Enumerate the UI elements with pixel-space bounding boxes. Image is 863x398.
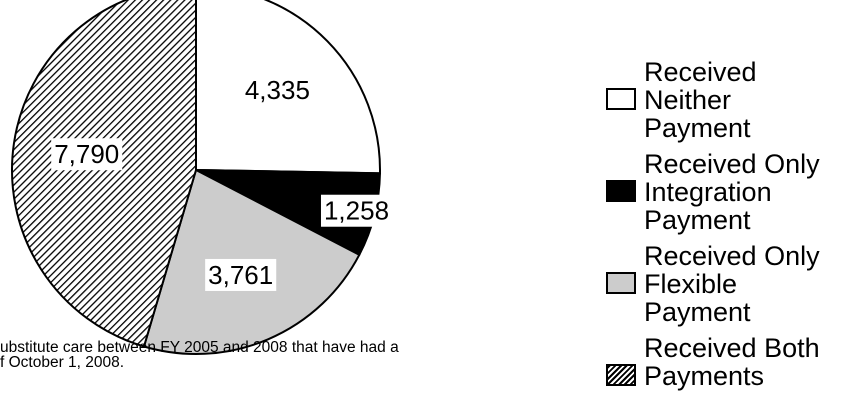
footnote-line: f October 1, 2008. (0, 354, 125, 370)
pie-chart: 4,335 1,258 3,761 7,790 (11, 0, 393, 355)
slice-label-background (320, 194, 393, 227)
legend-label-line: Payment (644, 113, 751, 143)
legend-label-line: Payments (644, 361, 765, 391)
legend-label-line: Integration (644, 177, 772, 207)
legend-label-line: Payment (644, 205, 751, 235)
legend-label-line: Received Only (644, 149, 820, 179)
slice-value-text: 4,335 (245, 75, 310, 105)
slice-data-label: 1,258 (320, 194, 393, 227)
slice-value-text: 7,790 (54, 139, 119, 169)
legend-swatch-black (606, 180, 636, 202)
footnote: ubstitute care between FY 2005 and 2008 … (0, 340, 560, 370)
legend-item-neither: Received Neither Payment (604, 58, 859, 142)
slice-label-background (241, 74, 313, 107)
legend-item-flexible: Received Only Flexible Payment (604, 242, 859, 326)
slice-value-text: 1,258 (324, 196, 389, 226)
legend-item-integration: Received Only Integration Payment (604, 150, 859, 234)
pie-slice (11, 0, 197, 348)
legend-label-line: Payment (644, 297, 751, 327)
legend-swatch-hatched (606, 364, 636, 386)
legend-label-line: Flexible (644, 269, 738, 299)
slice-value-text: 3,761 (208, 260, 273, 290)
legend-swatch-white (606, 88, 636, 110)
legend-label-line: Received Both (644, 333, 820, 363)
slice-data-label: 7,790 (51, 138, 123, 171)
footnote-line: ubstitute care between FY 2005 and 2008 … (0, 340, 399, 356)
legend-item-both: Received Both Payments (604, 334, 859, 390)
slice-data-label: 4,335 (241, 74, 313, 107)
slice-label-background (205, 258, 277, 291)
slice-label-background (51, 138, 123, 171)
legend-label-line: Neither (644, 85, 732, 115)
legend: Received Neither Payment Received Only I… (604, 58, 859, 398)
legend-label-line: Received (644, 57, 757, 87)
legend-label-line: Received Only (644, 241, 820, 271)
legend-swatch-gray (606, 272, 636, 294)
slice-data-label: 3,761 (205, 258, 277, 291)
